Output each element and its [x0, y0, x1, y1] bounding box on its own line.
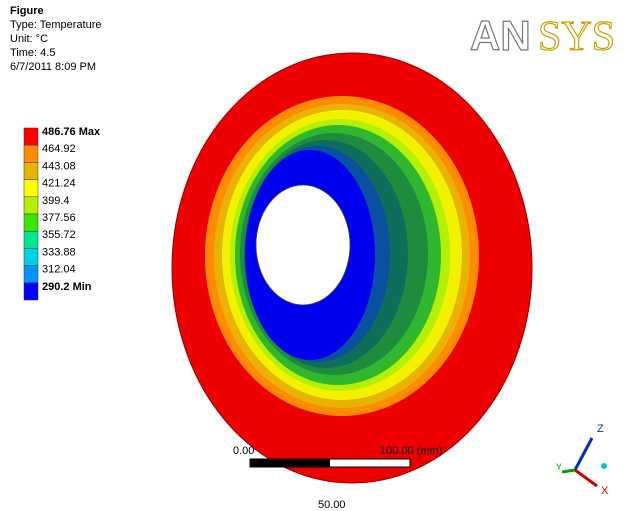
legend-label: 399.4 — [42, 195, 70, 207]
scale-mid: 50.00 — [318, 499, 346, 511]
legend-swatch — [24, 214, 38, 231]
time: Time: 4.5 — [10, 47, 55, 59]
legend-label: 464.92 — [42, 143, 76, 155]
legend-swatch — [24, 248, 38, 265]
legend-label: 421.24 — [42, 178, 76, 190]
legend-swatch — [24, 266, 38, 283]
legend-swatch — [24, 162, 38, 179]
legend-label: 333.88 — [42, 246, 76, 258]
legend-label: 312.04 — [42, 264, 76, 276]
legend-label: 443.08 — [42, 160, 76, 172]
legend-label: 377.56 — [42, 212, 76, 224]
legend-swatch — [24, 231, 38, 248]
legend-swatch — [24, 145, 38, 162]
figure-title: Figure — [10, 5, 44, 17]
legend-swatch — [24, 180, 38, 197]
legend-swatch — [24, 197, 38, 214]
axis-triad: Z Y X — [556, 423, 609, 497]
legend-label: 290.2 Min — [42, 281, 92, 293]
triad-y: Y — [556, 462, 562, 472]
result-type: Type: Temperature — [10, 19, 102, 31]
legend-swatch — [24, 283, 38, 300]
logo-sys: SYS — [538, 14, 615, 60]
legend-label: 486.76 Max — [42, 126, 101, 138]
triad-x: X — [601, 485, 609, 497]
date: 6/7/2011 8:09 PM — [10, 61, 96, 73]
model-view: Figure Type: Temperature Unit: °C Time: … — [0, 0, 644, 511]
scale-end: 100.00 (mm) — [380, 445, 442, 457]
legend: 486.76 Max 464.92 443.08 421.24 399.4 377.56 3… — [24, 126, 101, 300]
unit: Unit: °C — [10, 33, 48, 45]
viewport: Figure Type: Temperature Unit: °C Time: … — [0, 0, 644, 511]
triad-z: Z — [597, 423, 604, 435]
legend-swatch — [24, 128, 38, 145]
logo-an: AN — [470, 12, 531, 59]
scale-start: 0.00 — [233, 445, 254, 457]
disk — [172, 53, 532, 483]
legend-label: 355.72 — [42, 229, 76, 241]
